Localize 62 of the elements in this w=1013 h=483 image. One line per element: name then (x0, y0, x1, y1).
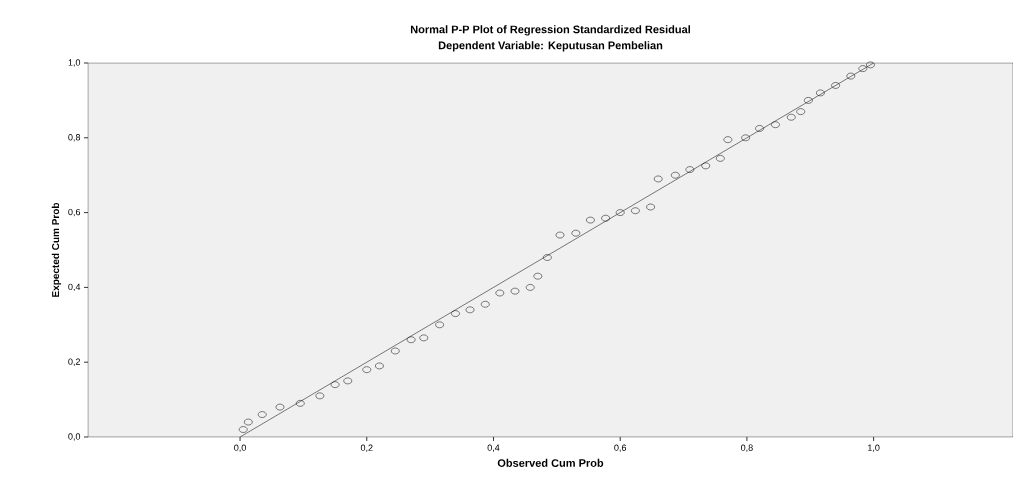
point (257, 411, 267, 418)
point (533, 272, 543, 280)
point (419, 334, 429, 342)
point (601, 214, 610, 222)
point (406, 336, 416, 344)
x-axis-title: Observed Cum Prob (497, 458, 604, 467)
point (435, 321, 444, 329)
point (685, 166, 695, 173)
point (525, 284, 535, 291)
point (510, 287, 520, 295)
point (275, 403, 285, 411)
point (858, 65, 868, 72)
point (723, 136, 733, 143)
point (375, 362, 384, 370)
point (330, 381, 340, 388)
point (451, 310, 460, 317)
x-tick-label: 0,0 (234, 444, 246, 452)
point (653, 175, 663, 183)
y-tick-label: 0,0 (68, 433, 81, 441)
point (615, 209, 625, 216)
point (786, 113, 796, 121)
point (816, 89, 825, 97)
point (716, 155, 725, 162)
x-tick-label: 0,8 (741, 444, 753, 452)
y-axis-title: Expected Cum Prob (51, 202, 62, 297)
point (238, 426, 248, 433)
point (543, 254, 552, 261)
point (701, 162, 711, 170)
y-tick-label: 0,2 (68, 358, 81, 366)
point (771, 121, 780, 128)
point (465, 306, 475, 314)
point (555, 231, 565, 239)
chart-title: Normal P-P Plot of Regression Standardized Residual (410, 25, 690, 36)
point (631, 207, 640, 214)
chart-subtitle: Dependent Variable: Keputusan Pembelian (438, 41, 663, 52)
x-tick-label: 0,2 (360, 444, 373, 452)
point (495, 289, 505, 297)
point (343, 377, 353, 385)
y-tick-label: 0,8 (68, 134, 81, 142)
point (831, 82, 840, 89)
point (846, 72, 856, 80)
x-tick-label: 0,6 (614, 444, 627, 452)
x-tick-label: 0,4 (487, 444, 500, 452)
point (243, 418, 253, 426)
point (390, 347, 400, 355)
point (315, 392, 325, 400)
y-tick-label: 1,0 (68, 59, 81, 67)
y-tick-label: 0,6 (68, 208, 81, 217)
point (295, 400, 305, 407)
point (866, 61, 875, 69)
point (480, 300, 490, 308)
point (646, 203, 655, 211)
x-tick-label: 1,0 (868, 444, 880, 452)
point (362, 366, 372, 373)
point (741, 134, 750, 142)
y-tick-label: 0,4 (68, 283, 81, 292)
point (671, 171, 680, 179)
point (796, 108, 806, 115)
point (755, 125, 764, 132)
point (586, 216, 595, 224)
point (804, 97, 813, 104)
point (571, 229, 581, 237)
